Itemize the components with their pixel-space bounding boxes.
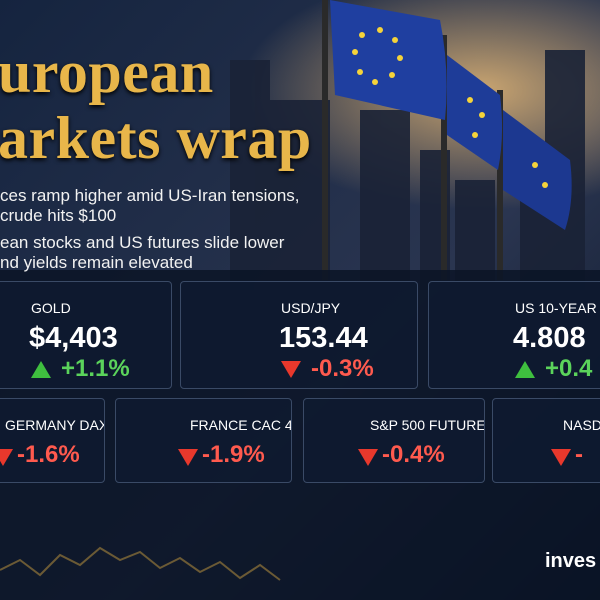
change-arrow bbox=[178, 449, 198, 466]
index-card: GERMANY DAX -1.6% bbox=[0, 398, 105, 483]
index-card: FRANCE CAC 40 -1.9% bbox=[115, 398, 292, 483]
card-change: -0.3% bbox=[311, 355, 374, 382]
card-value: 153.44 bbox=[279, 322, 368, 354]
card-label: US 10-YEAR Y bbox=[515, 300, 600, 316]
title: arkets wrap bbox=[0, 105, 312, 171]
card-label: GERMANY DAX bbox=[5, 417, 105, 433]
metric-card: US 10-YEAR Y 4.808+0.4 bbox=[428, 281, 600, 389]
card-label: FRANCE CAC 40 bbox=[190, 417, 292, 433]
bullet: ean stocks and US futures slide lower bbox=[0, 233, 285, 252]
bullet: crude hits $100 bbox=[0, 206, 117, 225]
card-value: $4,403 bbox=[29, 322, 118, 354]
card-change: +1.1% bbox=[61, 355, 130, 382]
bullet: ces ramp higher amid US-Iran tensions, bbox=[0, 186, 300, 205]
card-change: -1.9% bbox=[202, 441, 265, 468]
card-change: - bbox=[575, 441, 583, 468]
change-arrow bbox=[551, 449, 571, 466]
card-label: S&P 500 FUTURES bbox=[370, 417, 485, 433]
bullet: nd yields remain elevated bbox=[0, 253, 193, 272]
index-card: NASDA - bbox=[492, 398, 600, 483]
card-change: +0.4 bbox=[545, 355, 593, 382]
change-arrow bbox=[31, 361, 51, 378]
change-arrow bbox=[0, 449, 13, 466]
card-label: NASDA bbox=[563, 417, 600, 433]
logo: inves bbox=[545, 550, 597, 572]
change-arrow bbox=[281, 361, 301, 378]
change-arrow bbox=[515, 361, 535, 378]
metric-card: USD/JPY 153.44 -0.3% bbox=[180, 281, 418, 389]
card-change: -1.6% bbox=[17, 441, 80, 468]
card-label: GOLD bbox=[31, 300, 71, 316]
change-arrow bbox=[358, 449, 378, 466]
card-label: USD/JPY bbox=[281, 300, 341, 316]
card-change: -0.4% bbox=[382, 441, 445, 468]
index-card: S&P 500 FUTURES -0.4% bbox=[303, 398, 485, 483]
title: uropean bbox=[0, 39, 214, 105]
card-value: 4.808 bbox=[513, 322, 586, 354]
metric-card: GOLD $4,403 +1.1% bbox=[0, 281, 172, 389]
